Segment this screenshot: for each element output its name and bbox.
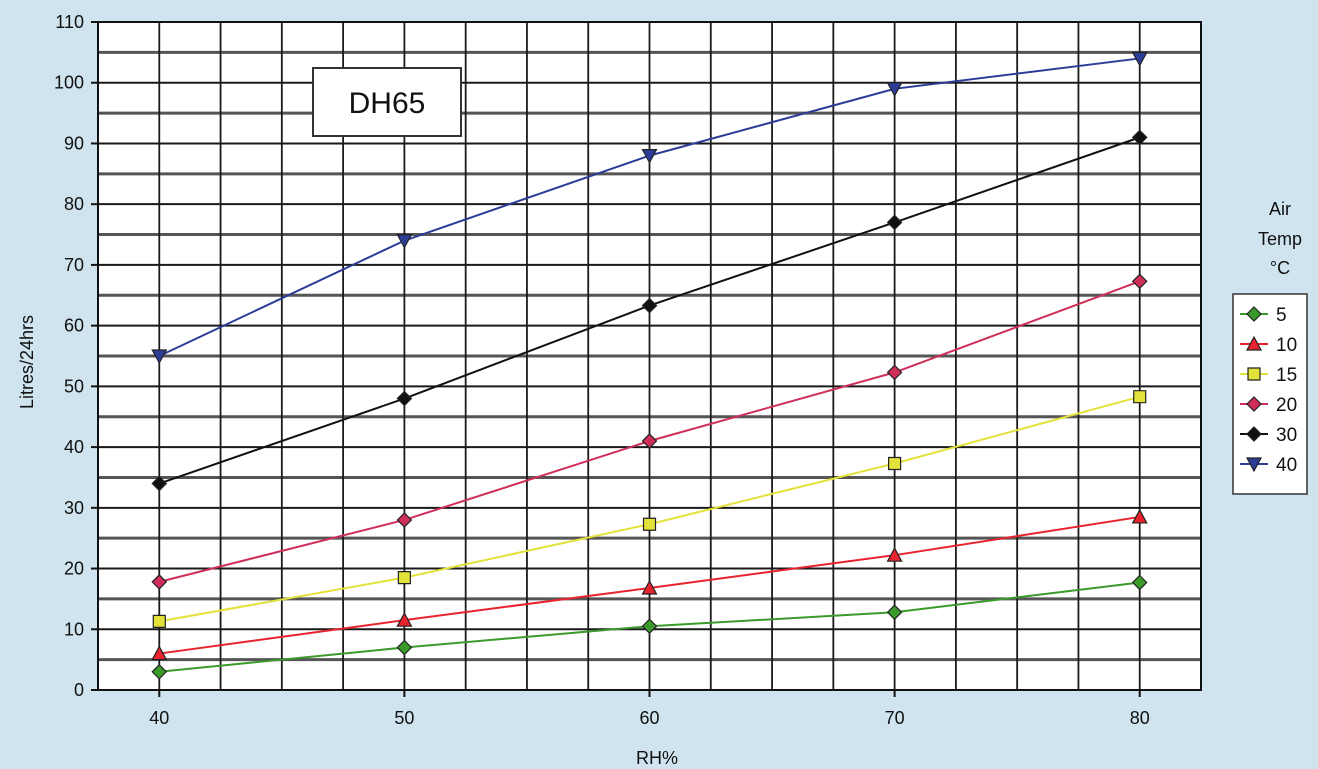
legend-item-10: 10 — [1240, 335, 1297, 356]
legend-label: 5 — [1276, 305, 1287, 326]
annotation-text: DH65 — [349, 87, 426, 120]
data-point — [888, 456, 902, 471]
data-point — [886, 364, 903, 381]
data-point — [396, 512, 413, 528]
data-point — [396, 234, 413, 249]
data-point — [886, 546, 903, 562]
y-tick-label: 10 — [64, 619, 84, 639]
y-tick-label: 100 — [54, 73, 84, 93]
data-point — [1131, 273, 1148, 290]
data-point — [151, 663, 168, 680]
legend-label: 30 — [1276, 425, 1297, 446]
data-point — [886, 214, 903, 231]
legend: Air Temp °C 5 10 15 20 30 40 — [1232, 199, 1308, 495]
y-tick-label: 110 — [55, 12, 84, 32]
x-tick-label: 80 — [1130, 708, 1150, 728]
y-tick-label: 60 — [64, 316, 84, 336]
series-15 — [152, 390, 1147, 628]
legend-title-line-1: Air — [1269, 199, 1291, 219]
legend-item-20: 20 — [1240, 395, 1297, 416]
legend-label: 20 — [1276, 395, 1297, 416]
grid — [97, 21, 1202, 691]
legend-label: 10 — [1276, 335, 1297, 356]
axes: 0 10 20 30 40 50 60 70 80 90 100 110 40 50 60 70 80 — [54, 12, 1202, 728]
y-tick-label: 30 — [64, 498, 84, 518]
series-40 — [151, 51, 1148, 365]
y-tick-label: 80 — [64, 194, 84, 214]
legend-title-line-2: Temp — [1258, 229, 1302, 249]
data-point — [151, 475, 168, 492]
data-point — [1131, 508, 1148, 524]
legend-marker — [1245, 335, 1263, 351]
x-tick-label: 50 — [394, 708, 414, 728]
y-tick-label: 40 — [64, 437, 84, 457]
data-point — [151, 645, 168, 661]
legend-item-40: 40 — [1240, 455, 1297, 476]
data-point — [1131, 129, 1148, 146]
x-tick-label: 70 — [885, 708, 905, 728]
legend-item-5: 5 — [1240, 305, 1287, 326]
y-tick-label: 70 — [64, 255, 84, 275]
y-tick-label: 90 — [64, 133, 84, 153]
data-point — [396, 611, 413, 627]
series-layer — [151, 51, 1148, 680]
data-point — [1133, 390, 1147, 404]
data-point — [886, 82, 903, 98]
data-point — [152, 614, 166, 628]
data-point — [641, 618, 658, 635]
y-tick-label: 20 — [64, 559, 84, 579]
legend-marker — [1246, 306, 1262, 322]
legend-label: 40 — [1276, 455, 1297, 476]
data-point — [642, 517, 657, 531]
legend-box — [1232, 293, 1308, 495]
y-tick-label: 50 — [64, 376, 84, 396]
data-point — [396, 639, 413, 656]
legend-marker — [1247, 367, 1261, 381]
legend-label: 15 — [1276, 365, 1297, 386]
data-point — [1131, 574, 1148, 591]
y-axis-label: Litres/24hrs — [17, 315, 37, 409]
data-point — [397, 571, 411, 585]
legend-marker — [1246, 426, 1262, 442]
y-tick-label: 0 — [74, 680, 84, 700]
series-30 — [151, 129, 1148, 492]
series-20 — [151, 273, 1148, 590]
x-tick-label: 60 — [639, 708, 659, 728]
series-5 — [151, 574, 1148, 680]
x-tick-label: 40 — [149, 708, 169, 728]
legend-item-30: 30 — [1240, 425, 1297, 446]
data-point — [1131, 51, 1148, 67]
legend-items: 5 10 15 20 30 40 — [1240, 305, 1297, 476]
legend-item-15: 15 — [1240, 365, 1297, 386]
data-point — [396, 390, 413, 407]
data-point — [641, 149, 658, 164]
series-10 — [151, 508, 1148, 661]
data-point — [641, 297, 658, 314]
chart-annotation: DH65 — [312, 67, 462, 137]
data-point — [151, 349, 168, 365]
x-axis-label: RH% — [636, 748, 678, 768]
legend-title-line-3: °C — [1270, 258, 1290, 278]
data-point — [641, 433, 658, 449]
data-point — [151, 574, 168, 590]
data-point — [641, 579, 658, 595]
data-point — [886, 604, 903, 621]
legend-marker — [1246, 396, 1262, 412]
legend-marker — [1245, 457, 1263, 473]
